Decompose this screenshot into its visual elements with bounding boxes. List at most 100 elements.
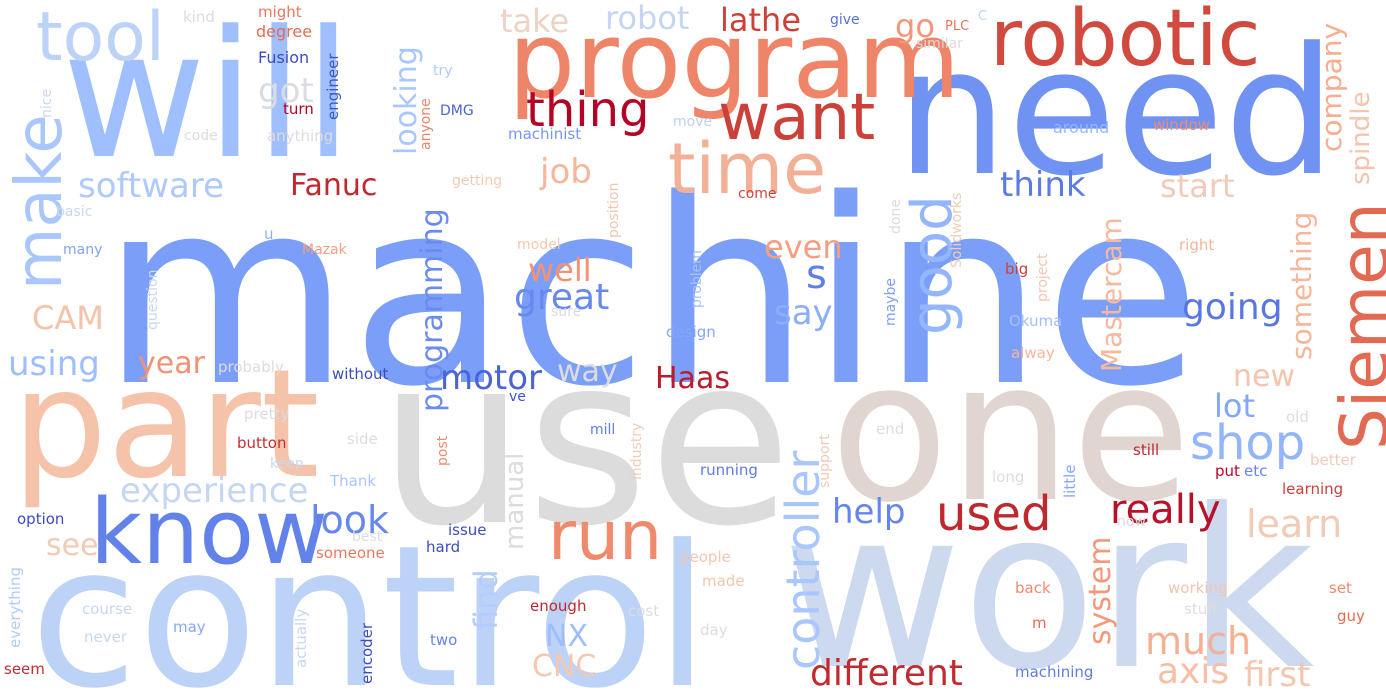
word-Solidworks: Solidworks — [949, 192, 965, 268]
word-turn: turn — [283, 100, 314, 118]
word-Haas: Haas — [655, 361, 730, 396]
word-start: start — [1160, 167, 1235, 205]
word-project: project — [1035, 253, 1051, 302]
word-machine: machine — [101, 145, 1202, 443]
word-without: without — [332, 365, 389, 383]
word-software: software — [78, 166, 225, 206]
word-new: new — [1233, 359, 1296, 394]
word-problem: problem — [689, 250, 705, 308]
word-robotic: robotic — [990, 0, 1261, 84]
word-different: different — [810, 653, 963, 693]
word-alway: alway — [1011, 344, 1055, 362]
word-encoder: encoder — [358, 622, 376, 684]
word-post: post — [435, 435, 451, 466]
word-probably: probably — [218, 358, 284, 376]
word-industry: industry — [629, 422, 645, 480]
word-day: day — [700, 621, 728, 639]
word-ve: ve — [509, 389, 526, 405]
word-seem: seem — [4, 660, 45, 678]
word-many: many — [63, 242, 103, 258]
word-pretty: pretty — [244, 405, 290, 423]
word-programming: programming — [415, 208, 450, 412]
word-lot: lot — [1214, 387, 1256, 425]
word-look: look — [310, 498, 390, 542]
word-done: done — [888, 199, 904, 234]
word-think: think — [1000, 165, 1086, 205]
word-Siemen: Siemen — [1326, 202, 1386, 450]
word-going: going — [1182, 287, 1283, 328]
word-manual: manual — [500, 452, 530, 550]
word-much: much — [1145, 619, 1252, 663]
word-similar: similar — [916, 36, 963, 52]
word-s: s — [806, 252, 827, 298]
word-getting: getting — [452, 173, 503, 189]
word-side: side — [347, 430, 378, 448]
word-maybe: maybe — [883, 277, 899, 326]
word-anyone: anyone — [418, 98, 434, 150]
word-say: say — [774, 293, 833, 333]
word-might: might — [258, 3, 302, 21]
word-using: using — [8, 344, 100, 384]
word-go: go — [895, 7, 935, 45]
word-great: great — [514, 277, 610, 318]
word-Mazak: Mazak — [302, 242, 347, 258]
word-option: option — [17, 510, 65, 528]
word-company: company — [1315, 22, 1348, 152]
word-now: now — [1117, 514, 1146, 530]
word-hard: hard — [426, 538, 461, 556]
word-support: support — [817, 434, 833, 488]
word-right: right — [1179, 236, 1215, 254]
word-take: take — [500, 2, 570, 40]
word-Fusion: Fusion — [258, 48, 310, 67]
word-course: course — [82, 600, 133, 618]
word-spindle: spindle — [1346, 91, 1376, 185]
word-put: put — [1215, 462, 1240, 480]
word-one: one — [830, 319, 1192, 545]
word-degree: degree — [256, 22, 313, 41]
word-run: run — [548, 497, 663, 576]
word-thing: thing — [526, 82, 650, 138]
word-m: m — [1032, 614, 1047, 632]
word-CNC: CNC — [532, 649, 597, 684]
word-job: job — [540, 152, 592, 192]
word-help: help — [832, 492, 906, 532]
word-learn: learn — [1246, 502, 1343, 546]
word-time: time — [668, 128, 827, 210]
word-end: end — [876, 420, 905, 438]
word-around: around — [1053, 118, 1110, 137]
word-two: two — [430, 631, 458, 649]
word-robot: robot — [605, 0, 690, 37]
word-keep: keep — [270, 456, 304, 472]
word-lathe: lathe — [720, 1, 802, 39]
word-part: part — [12, 338, 320, 512]
word-nice: nice — [39, 88, 55, 118]
word-PLC: PLC — [945, 19, 970, 34]
word-big: big — [1005, 260, 1029, 278]
word-DMG: DMG — [440, 103, 474, 119]
word-model: model — [517, 237, 561, 253]
word-cost: cost — [628, 602, 660, 620]
word-issue: issue — [448, 521, 487, 539]
word-window: window — [1153, 116, 1210, 134]
word-see: see — [46, 528, 99, 563]
word-never: never — [84, 628, 128, 646]
word-really: really — [1110, 487, 1221, 533]
word-engineer: engineer — [324, 53, 342, 120]
word-experience: experience — [120, 471, 309, 511]
word-C: C — [978, 9, 988, 24]
word-better: better — [1310, 451, 1356, 469]
word-long: long — [992, 468, 1025, 486]
word-program: program — [508, 0, 961, 122]
word-best: best — [352, 529, 383, 545]
word-use: use — [378, 306, 793, 578]
word-kind: kind — [183, 8, 215, 26]
word-sure: sure — [551, 304, 582, 320]
word-will: will — [62, 0, 353, 198]
word-enough: enough — [530, 597, 587, 615]
word-question: question — [145, 269, 161, 330]
word-stuff: stuff — [1184, 600, 1218, 618]
word-need: need — [896, 10, 1336, 215]
word-want: want — [718, 81, 876, 155]
word-made: made — [702, 572, 745, 590]
